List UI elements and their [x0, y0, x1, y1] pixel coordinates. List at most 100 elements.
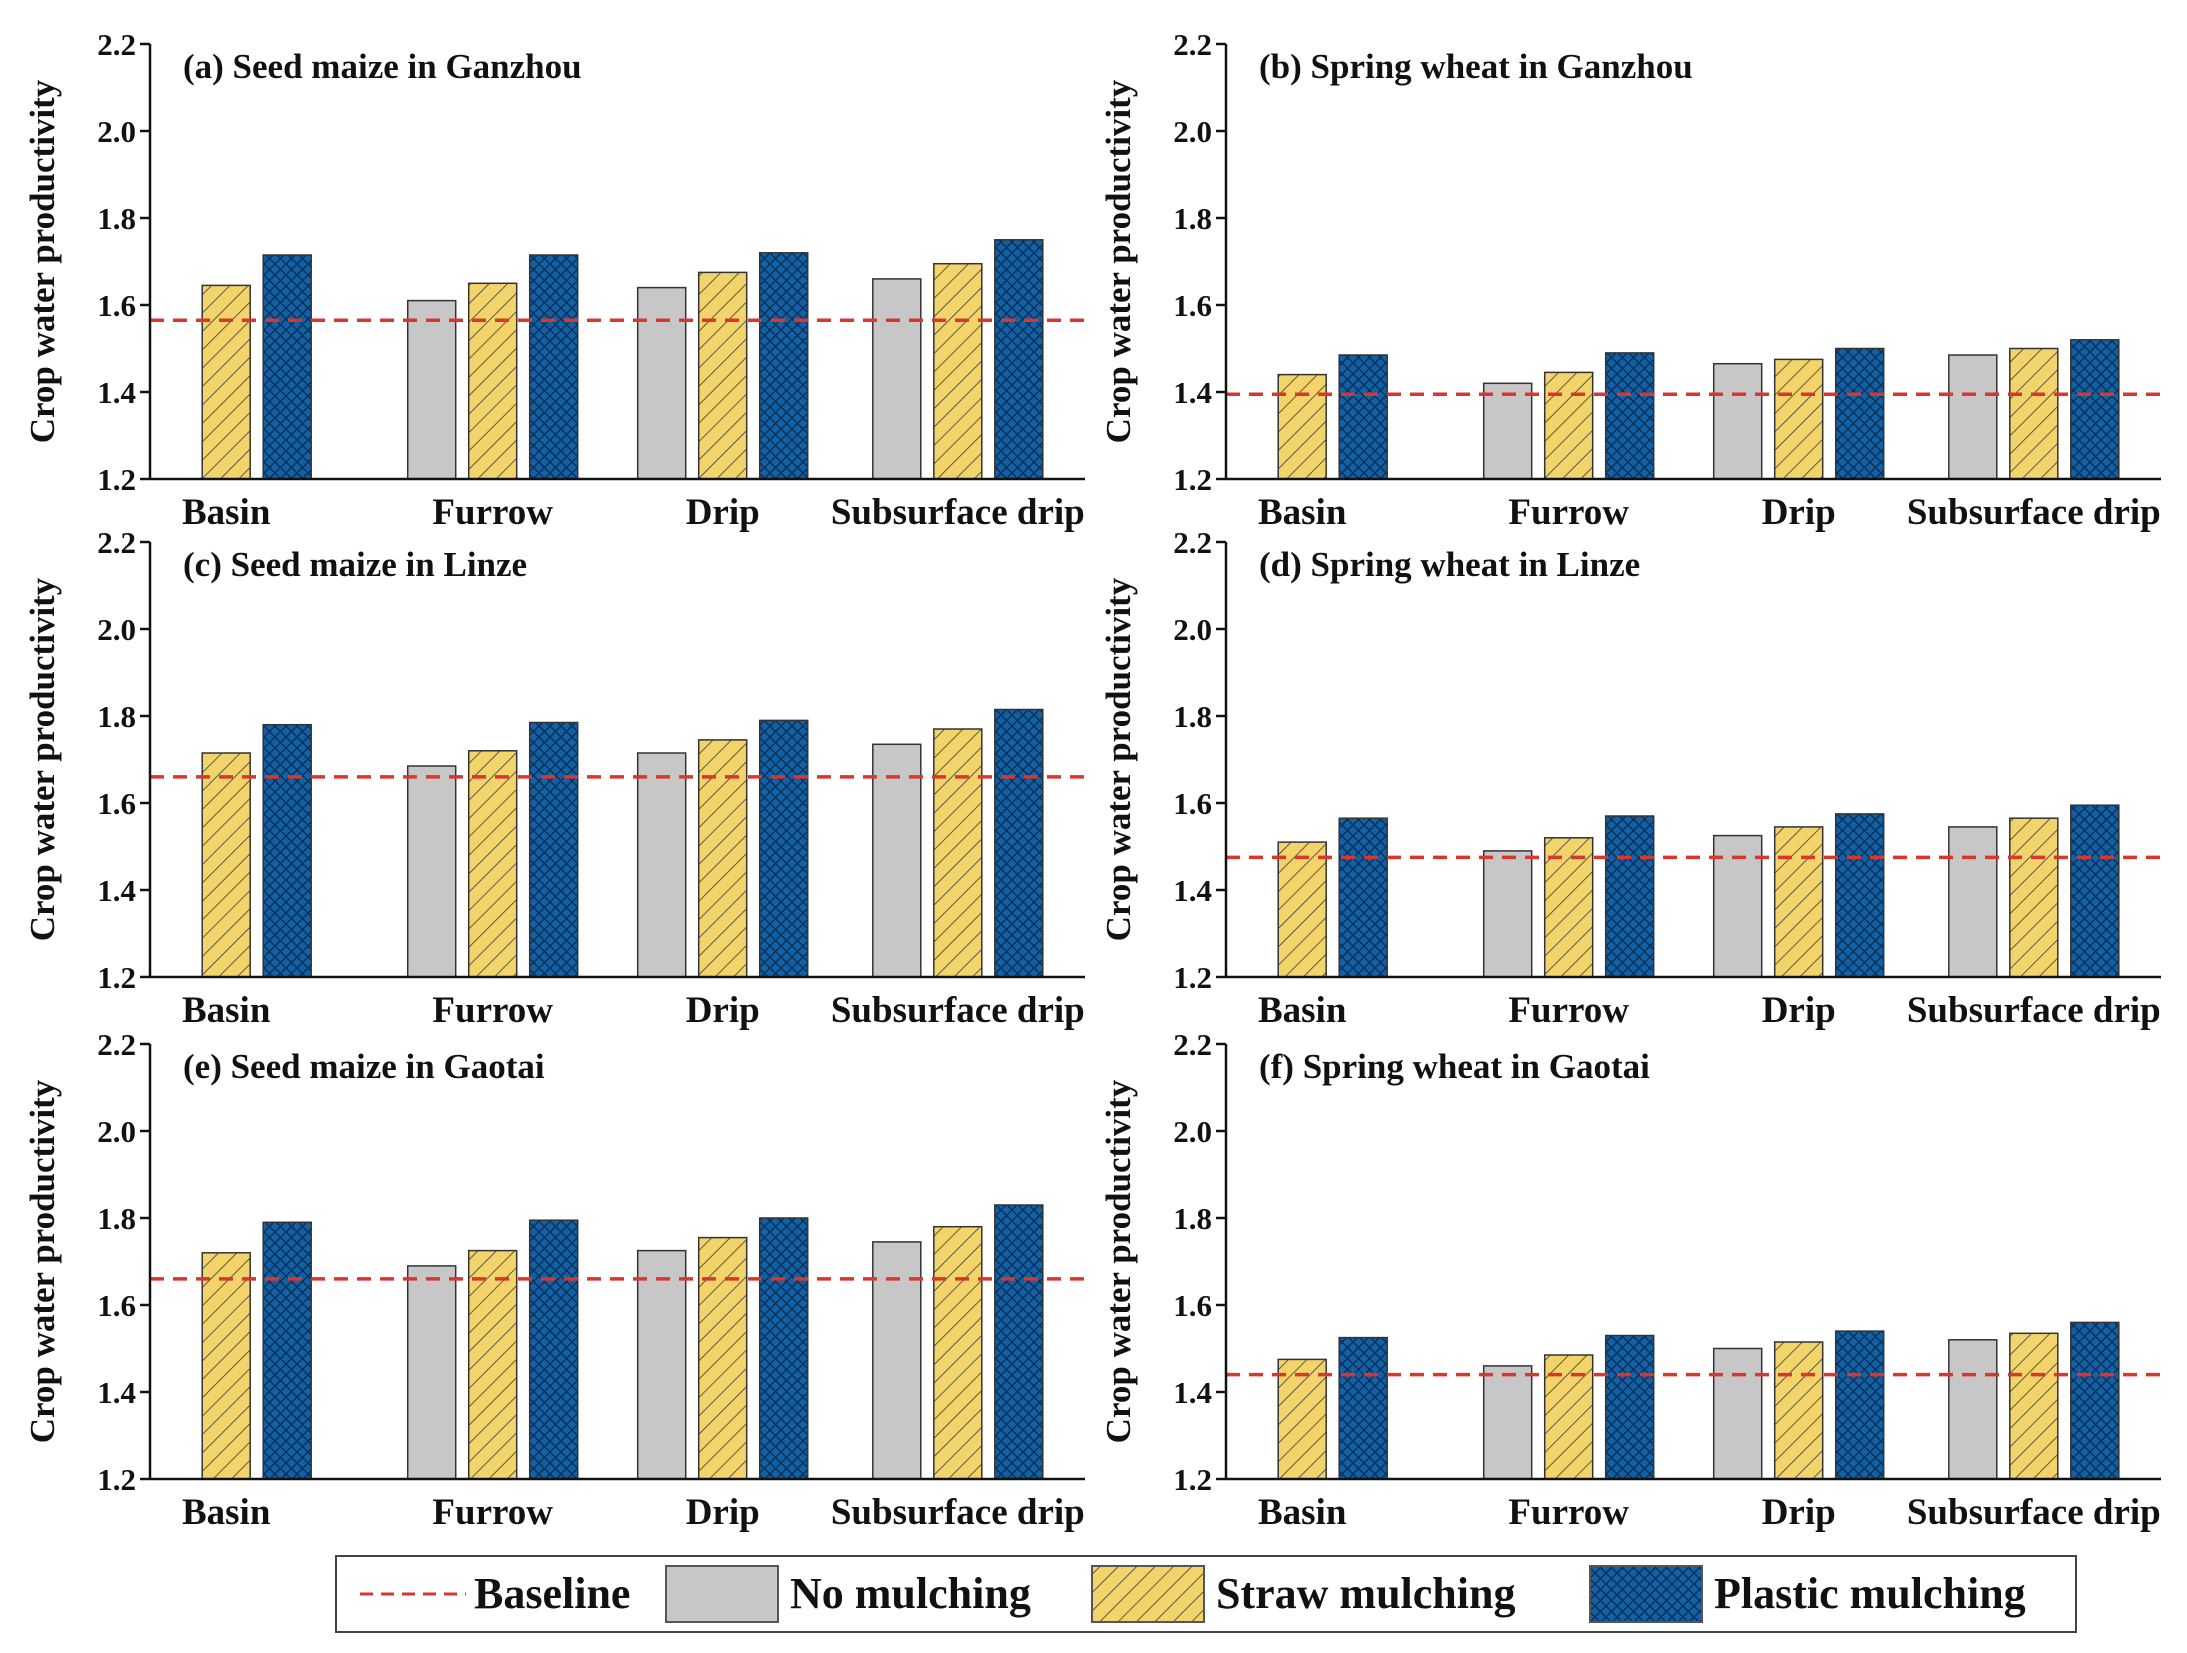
bar-no-mulching-furrow: [1482, 1365, 1533, 1480]
bar-no-mulching-furrow: [1482, 850, 1533, 978]
bar-straw-mulching-subsurface-drip: [2009, 817, 2059, 978]
y-tick-label: 1.2: [1173, 960, 1212, 995]
bar-straw-mulching-drip: [1773, 358, 1824, 480]
panel-c: 1.2 1.4 1.6 1.8 2.0 2.2 Basin Furrow Drip Subsurf…: [23, 525, 1085, 1031]
y-axis-label: Crop water productivity: [1099, 577, 1138, 941]
y-tick-label: 1.2: [97, 462, 136, 497]
bar-straw-mulching-drip: [697, 739, 748, 978]
x-category-label: Drip: [1762, 990, 1836, 1031]
bar-plastic-mulching-furrow: [528, 1219, 579, 1480]
y-tick-label: 1.6: [1173, 288, 1212, 323]
bar-plastic-mulching-basin: [262, 1221, 312, 1480]
bar-straw-mulching-subsurface-drip: [933, 1225, 983, 1480]
y-tick-label: 1.8: [1173, 201, 1212, 236]
y-axis-label: Crop water productivity: [23, 79, 62, 443]
bar-plastic-mulching-drip: [758, 1217, 809, 1480]
bar-straw-mulching-drip: [697, 271, 748, 480]
panels: 1.2 1.4 1.6 1.8 2.0 2.2 Basin Furrow Drip Subsurf…: [23, 27, 2161, 1533]
bar-plastic-mulching-furrow: [1604, 352, 1655, 480]
x-category-label: Basin: [182, 492, 271, 533]
bar-plastic-mulching-subsurface-drip: [2070, 339, 2120, 480]
y-tick-label: 1.4: [97, 375, 136, 410]
legend-no-mulching-label: No mulching: [790, 1569, 1031, 1618]
legend-plastic-mulching-swatch: [1589, 1565, 1703, 1623]
y-tick-label: 2.0: [97, 114, 136, 149]
x-category-label: Drip: [686, 1492, 760, 1533]
bar-straw-mulching-furrow: [467, 750, 518, 978]
y-axis-label: Crop water productivity: [23, 577, 62, 941]
y-tick-label: 1.2: [97, 960, 136, 995]
bar-plastic-mulching-drip: [1834, 347, 1885, 480]
y-tick-label: 1.6: [97, 786, 136, 821]
bar-straw-mulching-furrow: [467, 1249, 518, 1480]
panel-title: (d) Spring wheat in Linze: [1259, 545, 1640, 584]
bar-straw-mulching-subsurface-drip: [2009, 1332, 2059, 1480]
y-tick-label: 2.2: [97, 27, 136, 62]
legend-straw-mulching-label: Straw mulching: [1216, 1569, 1515, 1618]
bar-plastic-mulching-basin: [262, 254, 312, 480]
bar-plastic-mulching-basin: [1338, 817, 1388, 978]
bar-straw-mulching-subsurface-drip: [933, 728, 983, 978]
bar-no-mulching-drip: [1712, 362, 1763, 480]
x-category-label: Subsurface drip: [831, 492, 1085, 533]
x-category-label: Subsurface drip: [1907, 1492, 2161, 1533]
bar-plastic-mulching-subsurface-drip: [2070, 1321, 2120, 1480]
y-tick-label: 1.2: [97, 1462, 136, 1497]
y-tick-label: 2.0: [1173, 612, 1212, 647]
legend-no-mulching-swatch: [665, 1565, 779, 1623]
y-tick-label: 1.6: [1173, 786, 1212, 821]
bar-no-mulching-furrow: [1482, 382, 1533, 480]
x-category-label: Drip: [1762, 492, 1836, 533]
bar-straw-mulching-furrow: [1543, 371, 1594, 480]
y-tick-label: 1.8: [1173, 1201, 1212, 1236]
x-category-label: Subsurface drip: [831, 1492, 1085, 1533]
bar-plastic-mulching-basin: [262, 723, 312, 978]
bar-no-mulching-subsurface-drip: [1948, 354, 1998, 480]
panel-title: (c) Seed maize in Linze: [183, 545, 527, 584]
y-tick-label: 1.6: [97, 288, 136, 323]
legend-box: [335, 1555, 2077, 1633]
bar-plastic-mulching-subsurface-drip: [994, 1204, 1044, 1480]
bar-straw-mulching-furrow: [467, 282, 518, 480]
y-tick-label: 1.6: [1173, 1288, 1212, 1323]
y-tick-label: 1.4: [1173, 375, 1212, 410]
y-axis-label: Crop water productivity: [1099, 1079, 1138, 1443]
y-tick-label: 1.2: [1173, 462, 1212, 497]
bar-straw-mulching-subsurface-drip: [2009, 347, 2059, 480]
y-tick-label: 1.8: [97, 1201, 136, 1236]
y-tick-label: 2.2: [97, 1027, 136, 1062]
bar-straw-mulching-basin: [201, 1252, 251, 1480]
y-tick-label: 2.0: [97, 1114, 136, 1149]
y-tick-label: 2.2: [97, 525, 136, 560]
x-category-label: Basin: [182, 990, 271, 1031]
y-tick-label: 1.8: [97, 699, 136, 734]
y-axis-label: Crop water productivity: [23, 1079, 62, 1443]
bar-plastic-mulching-furrow: [1604, 1334, 1655, 1480]
x-category-label: Drip: [1762, 1492, 1836, 1533]
x-category-label: Basin: [182, 1492, 271, 1533]
bar-plastic-mulching-subsurface-drip: [994, 239, 1044, 480]
bar-plastic-mulching-furrow: [1604, 815, 1655, 978]
y-tick-label: 2.0: [1173, 1114, 1212, 1149]
bar-plastic-mulching-drip: [1834, 1330, 1885, 1480]
x-category-label: Furrow: [1508, 492, 1629, 533]
panel-title: (a) Seed maize in Ganzhou: [183, 47, 582, 86]
bar-plastic-mulching-basin: [1338, 354, 1388, 480]
y-tick-label: 2.0: [1173, 114, 1212, 149]
bar-plastic-mulching-basin: [1338, 1336, 1388, 1480]
bar-no-mulching-subsurface-drip: [1948, 1339, 1998, 1480]
x-category-label: Basin: [1258, 990, 1347, 1031]
x-category-label: Basin: [1258, 492, 1347, 533]
bar-plastic-mulching-drip: [758, 719, 809, 978]
x-category-label: Furrow: [432, 990, 553, 1031]
bar-no-mulching-drip: [636, 1249, 687, 1480]
x-category-label: Furrow: [432, 1492, 553, 1533]
bar-straw-mulching-basin: [201, 284, 251, 480]
x-category-label: Furrow: [1508, 1492, 1629, 1533]
bar-no-mulching-subsurface-drip: [872, 278, 922, 480]
bar-no-mulching-drip: [636, 752, 687, 978]
panel-f: 1.2 1.4 1.6 1.8 2.0 2.2 Basin Furrow Drip Subsurf…: [1099, 1027, 2161, 1533]
panel-b: 1.2 1.4 1.6 1.8 2.0 2.2 Basin Furrow Drip Subsurf…: [1099, 27, 2161, 533]
x-category-label: Subsurface drip: [1907, 990, 2161, 1031]
